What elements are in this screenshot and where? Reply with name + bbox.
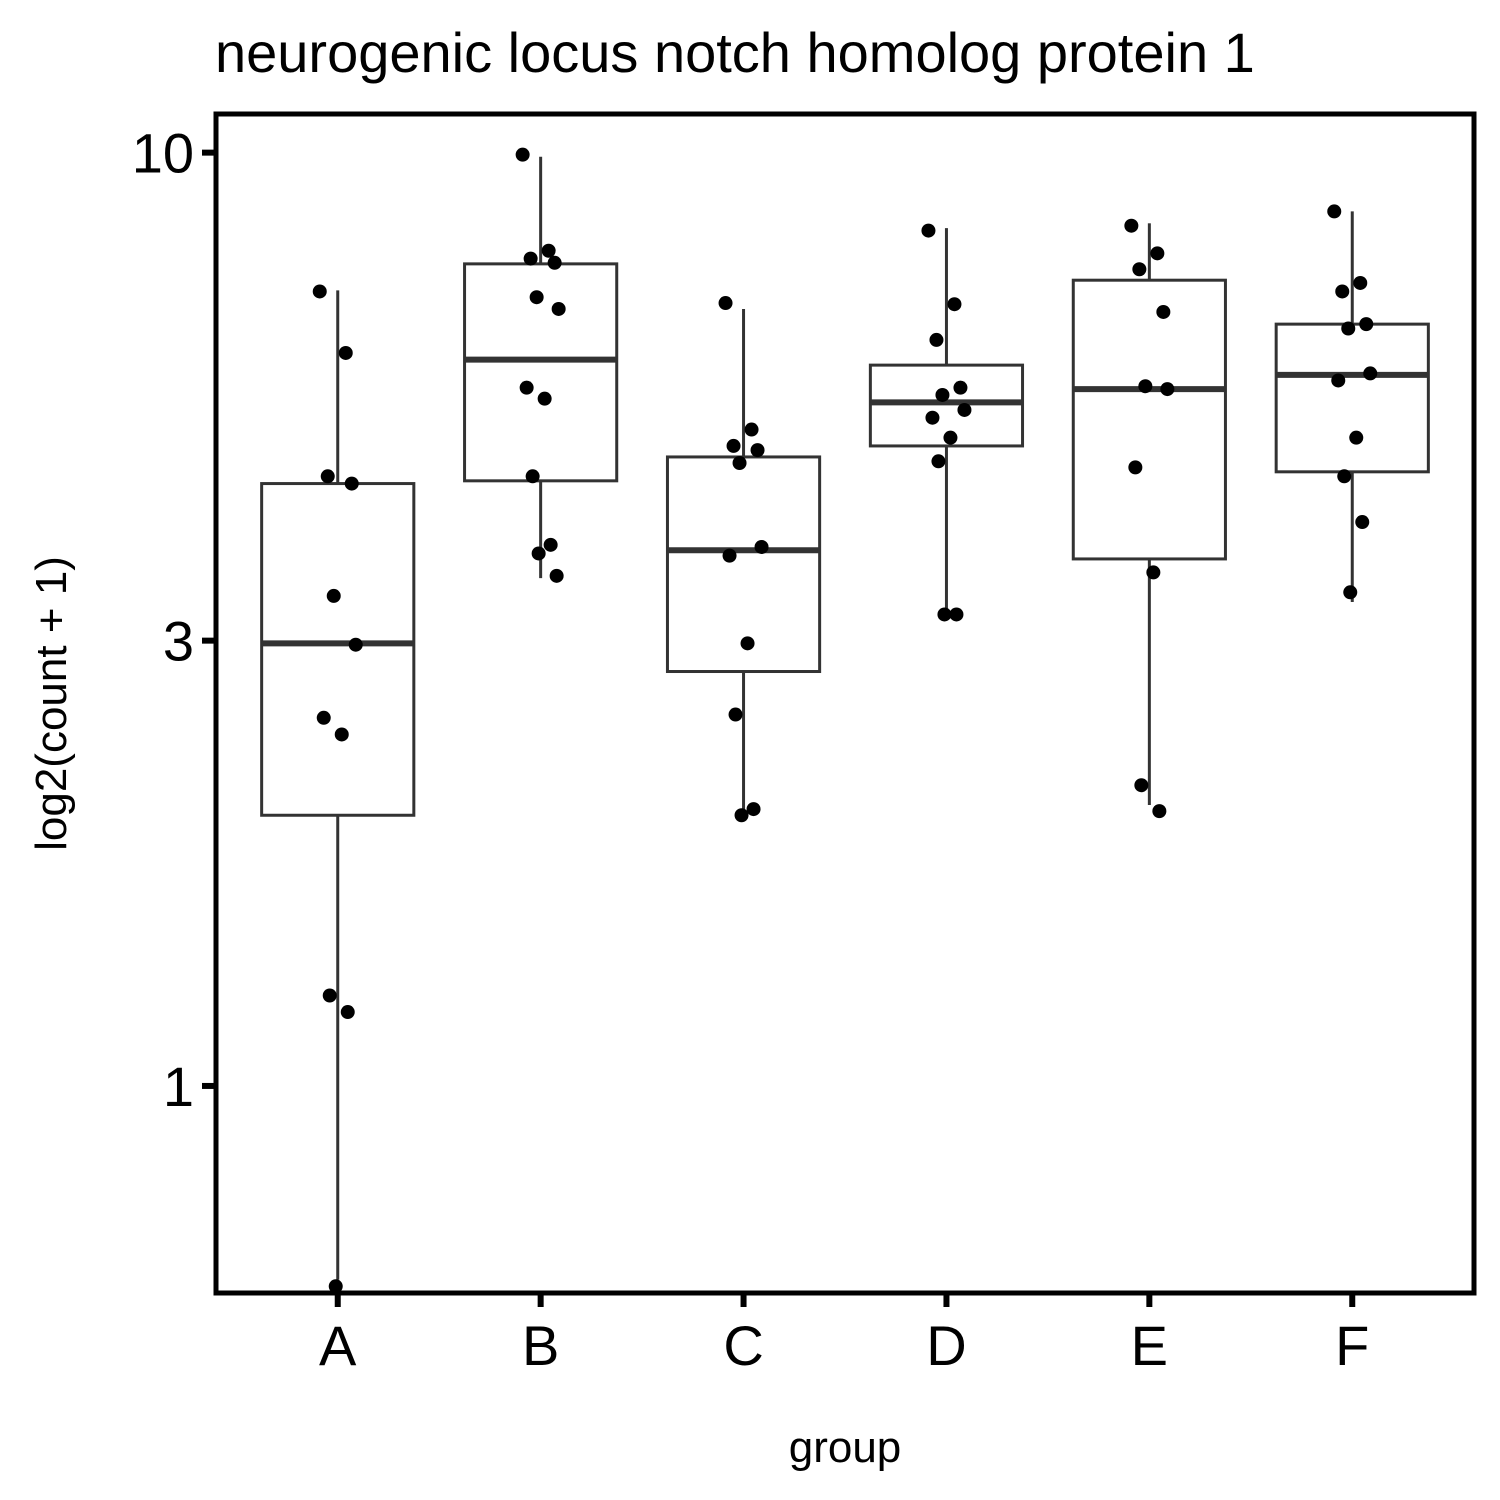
- data-point-d: [935, 387, 950, 402]
- data-point-c: [746, 802, 761, 817]
- data-point-f: [1331, 373, 1346, 388]
- data-point-c: [726, 438, 741, 453]
- plot-area: [260, 147, 1430, 1294]
- data-point-e: [1152, 804, 1167, 819]
- data-point-d: [947, 297, 962, 312]
- data-point-d: [929, 332, 944, 347]
- data-point-c: [718, 296, 733, 311]
- data-point-e: [1156, 304, 1171, 319]
- data-point-d: [953, 380, 968, 395]
- data-point-d: [925, 410, 940, 425]
- data-point-b: [529, 290, 544, 305]
- data-point-a: [312, 284, 327, 299]
- data-point-a: [334, 727, 349, 742]
- data-point-b: [547, 255, 562, 270]
- data-point-d: [957, 402, 972, 417]
- data-point-c: [722, 548, 737, 563]
- data-point-f: [1353, 275, 1368, 290]
- data-point-b: [543, 537, 558, 552]
- data-point-f: [1359, 317, 1374, 332]
- data-point-f: [1335, 284, 1350, 299]
- data-point-a: [338, 345, 353, 360]
- data-point-e: [1160, 382, 1175, 397]
- data-point-b: [523, 251, 538, 266]
- data-point-a: [344, 476, 359, 491]
- x-tick-label-d: D: [926, 1314, 966, 1377]
- data-point-d: [943, 430, 958, 445]
- data-point-b: [541, 243, 556, 258]
- data-point-b: [551, 301, 566, 316]
- x-tick-label-a: A: [319, 1314, 357, 1377]
- x-tick-label-e: E: [1131, 1314, 1168, 1377]
- data-point-b: [531, 546, 546, 561]
- data-point-c: [740, 636, 755, 651]
- data-point-c: [754, 539, 769, 554]
- data-point-f: [1363, 366, 1378, 381]
- data-point-f: [1343, 585, 1358, 600]
- data-point-a: [316, 710, 331, 725]
- y-tick-label: 1: [163, 1055, 194, 1118]
- data-point-a: [328, 1279, 343, 1294]
- data-point-e: [1146, 565, 1161, 580]
- axes: 1 3 10 A B C D E F: [132, 122, 1370, 1377]
- x-tick-label-f: F: [1335, 1314, 1369, 1377]
- data-point-f: [1349, 430, 1364, 445]
- data-point-d: [949, 607, 964, 622]
- x-tick-label-c: C: [723, 1314, 763, 1377]
- box-e: [1071, 278, 1227, 561]
- data-point-a: [320, 469, 335, 484]
- data-point-b: [515, 147, 530, 162]
- data-point-a: [326, 588, 341, 603]
- x-axis-title: group: [789, 1423, 902, 1472]
- data-point-c: [728, 707, 743, 722]
- data-point-b: [525, 469, 540, 484]
- chart-title: neurogenic locus notch homolog protein 1: [215, 21, 1255, 84]
- data-point-f: [1337, 469, 1352, 484]
- data-point-c: [734, 808, 749, 823]
- data-point-b: [519, 380, 534, 395]
- data-point-e: [1124, 218, 1139, 233]
- data-point-e: [1128, 460, 1143, 475]
- data-point-d: [921, 223, 936, 238]
- data-point-d: [937, 607, 952, 622]
- data-point-b: [537, 391, 552, 406]
- box-b: [463, 262, 619, 483]
- x-tick-label-b: B: [522, 1314, 559, 1377]
- data-point-e: [1138, 379, 1153, 394]
- data-point-c: [744, 422, 759, 437]
- y-tick-label: 3: [163, 610, 194, 673]
- data-point-f: [1341, 321, 1356, 336]
- data-point-a: [322, 988, 337, 1003]
- data-point-b: [549, 568, 564, 583]
- data-point-d: [931, 454, 946, 469]
- y-tick-label: 10: [132, 122, 194, 185]
- box-c: [665, 455, 822, 674]
- data-point-e: [1150, 246, 1165, 261]
- plot-frame: [213, 111, 1477, 1296]
- data-point-c: [750, 443, 765, 458]
- data-point-a: [340, 1005, 355, 1020]
- box-d: [868, 363, 1025, 448]
- data-point-e: [1132, 262, 1147, 277]
- data-point-a: [348, 637, 363, 652]
- box-f: [1274, 322, 1430, 474]
- data-point-f: [1355, 515, 1370, 530]
- data-point-e: [1134, 778, 1149, 793]
- data-point-f: [1327, 204, 1342, 219]
- y-axis-title: log2(count + 1): [27, 556, 76, 851]
- data-point-c: [732, 456, 747, 471]
- box-a: [260, 482, 416, 817]
